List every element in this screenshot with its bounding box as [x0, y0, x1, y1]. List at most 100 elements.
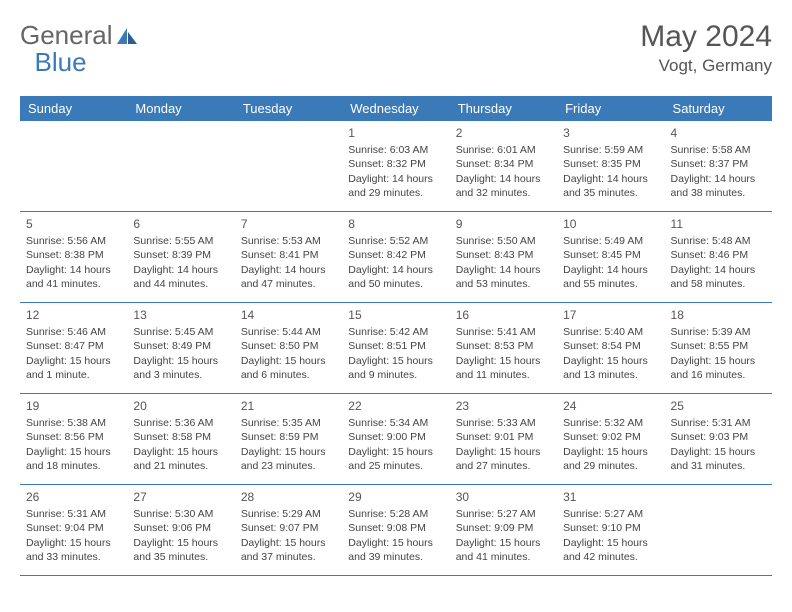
day-number: 7: [241, 216, 336, 232]
sunset-text: Sunset: 8:53 PM: [456, 339, 551, 353]
sunset-text: Sunset: 8:59 PM: [241, 430, 336, 444]
logo-sail-icon: [115, 26, 139, 46]
calendar-cell: 24Sunrise: 5:32 AMSunset: 9:02 PMDayligh…: [557, 394, 664, 485]
calendar-cell: 23Sunrise: 5:33 AMSunset: 9:01 PMDayligh…: [450, 394, 557, 485]
day-number: 21: [241, 398, 336, 414]
calendar-cell: 22Sunrise: 5:34 AMSunset: 9:00 PMDayligh…: [342, 394, 449, 485]
sunset-text: Sunset: 8:51 PM: [348, 339, 443, 353]
sunset-text: Sunset: 8:39 PM: [133, 248, 228, 262]
sunset-text: Sunset: 8:56 PM: [26, 430, 121, 444]
daylight-text: Daylight: 15 hours and 11 minutes.: [456, 354, 551, 382]
sunrise-text: Sunrise: 5:30 AM: [133, 507, 228, 521]
day-number: 26: [26, 489, 121, 505]
daylight-text: Daylight: 15 hours and 35 minutes.: [133, 536, 228, 564]
calendar-cell: 18Sunrise: 5:39 AMSunset: 8:55 PMDayligh…: [665, 303, 772, 394]
daylight-text: Daylight: 15 hours and 42 minutes.: [563, 536, 658, 564]
calendar-cell: 6 Sunrise: 5:55 AMSunset: 8:39 PMDaylight…: [127, 212, 234, 303]
day-number: 22: [348, 398, 443, 414]
calendar-cell: [127, 121, 234, 212]
sunrise-text: Sunrise: 5:59 AM: [563, 143, 658, 157]
calendar-cell: 15Sunrise: 5:42 AMSunset: 8:51 PMDayligh…: [342, 303, 449, 394]
sunrise-text: Sunrise: 5:31 AM: [26, 507, 121, 521]
day-number: 24: [563, 398, 658, 414]
calendar-cell: 13Sunrise: 5:45 AMSunset: 8:49 PMDayligh…: [127, 303, 234, 394]
day-number: 3: [563, 125, 658, 141]
sunrise-text: Sunrise: 5:33 AM: [456, 416, 551, 430]
daylight-text: Daylight: 14 hours and 55 minutes.: [563, 263, 658, 291]
calendar-cell: 1Sunrise: 6:03 AMSunset: 8:32 PMDaylight…: [342, 121, 449, 212]
calendar-week-row: 5Sunrise: 5:56 AMSunset: 8:38 PMDaylight…: [20, 212, 772, 303]
daylight-text: Daylight: 15 hours and 1 minute.: [26, 354, 121, 382]
day-number: 5: [26, 216, 121, 232]
sunset-text: Sunset: 9:03 PM: [671, 430, 766, 444]
sunrise-text: Sunrise: 5:52 AM: [348, 234, 443, 248]
day-number: 18: [671, 307, 766, 323]
day-number: 10: [563, 216, 658, 232]
sunrise-text: Sunrise: 6:03 AM: [348, 143, 443, 157]
day-number: 23: [456, 398, 551, 414]
day-header: Tuesday: [235, 96, 342, 121]
logo-text-blue: Blue: [35, 47, 87, 78]
title-block: May 2024 Vogt, Germany: [640, 20, 772, 76]
sunrise-text: Sunrise: 5:50 AM: [456, 234, 551, 248]
sunset-text: Sunset: 9:00 PM: [348, 430, 443, 444]
sunset-text: Sunset: 8:43 PM: [456, 248, 551, 262]
daylight-text: Daylight: 15 hours and 6 minutes.: [241, 354, 336, 382]
sunset-text: Sunset: 9:08 PM: [348, 521, 443, 535]
calendar-cell: 5Sunrise: 5:56 AMSunset: 8:38 PMDaylight…: [20, 212, 127, 303]
sunrise-text: Sunrise: 5:27 AM: [563, 507, 658, 521]
daylight-text: Daylight: 15 hours and 16 minutes.: [671, 354, 766, 382]
calendar-cell: 21 Sunrise: 5:35 AMSunset: 8:59 PMDayligh…: [235, 394, 342, 485]
sunrise-text: Sunrise: 5:58 AM: [671, 143, 766, 157]
sunrise-text: Sunrise: 5:45 AM: [133, 325, 228, 339]
daylight-text: Daylight: 15 hours and 37 minutes.: [241, 536, 336, 564]
calendar-cell: 30Sunrise: 5:27 AMSunset: 9:09 PMDayligh…: [450, 485, 557, 576]
sunset-text: Sunset: 8:37 PM: [671, 157, 766, 171]
calendar-cell: 19Sunrise: 5:38 AMSunset: 8:56 PMDayligh…: [20, 394, 127, 485]
day-number: 9: [456, 216, 551, 232]
day-number: 17: [563, 307, 658, 323]
daylight-text: Daylight: 15 hours and 27 minutes.: [456, 445, 551, 473]
daylight-text: Daylight: 14 hours and 41 minutes.: [26, 263, 121, 291]
daylight-text: Daylight: 15 hours and 41 minutes.: [456, 536, 551, 564]
day-header: Saturday: [665, 96, 772, 121]
sunrise-text: Sunrise: 5:48 AM: [671, 234, 766, 248]
daylight-text: Daylight: 14 hours and 44 minutes.: [133, 263, 228, 291]
sunrise-text: Sunrise: 5:41 AM: [456, 325, 551, 339]
sunset-text: Sunset: 9:07 PM: [241, 521, 336, 535]
day-header: Wednesday: [342, 96, 449, 121]
sunset-text: Sunset: 8:54 PM: [563, 339, 658, 353]
calendar-cell: 29Sunrise: 5:28 AMSunset: 9:08 PMDayligh…: [342, 485, 449, 576]
day-number: 20: [133, 398, 228, 414]
day-number: 2: [456, 125, 551, 141]
sunset-text: Sunset: 9:06 PM: [133, 521, 228, 535]
day-number: 4: [671, 125, 766, 141]
daylight-text: Daylight: 15 hours and 39 minutes.: [348, 536, 443, 564]
daylight-text: Daylight: 15 hours and 23 minutes.: [241, 445, 336, 473]
day-number: 12: [26, 307, 121, 323]
day-number: 6: [133, 216, 228, 232]
calendar-cell: 9Sunrise: 5:50 AMSunset: 8:43 PMDaylight…: [450, 212, 557, 303]
sunset-text: Sunset: 8:55 PM: [671, 339, 766, 353]
daylight-text: Daylight: 14 hours and 50 minutes.: [348, 263, 443, 291]
day-number: 16: [456, 307, 551, 323]
calendar-cell: [665, 485, 772, 576]
sunrise-text: Sunrise: 5:56 AM: [26, 234, 121, 248]
sunrise-text: Sunrise: 5:35 AM: [241, 416, 336, 430]
sunrise-text: Sunrise: 5:55 AM: [133, 234, 228, 248]
sunrise-text: Sunrise: 5:53 AM: [241, 234, 336, 248]
calendar-cell: 12Sunrise: 5:46 AMSunset: 8:47 PMDayligh…: [20, 303, 127, 394]
sunset-text: Sunset: 9:09 PM: [456, 521, 551, 535]
sunset-text: Sunset: 8:35 PM: [563, 157, 658, 171]
sunset-text: Sunset: 8:46 PM: [671, 248, 766, 262]
sunset-text: Sunset: 8:50 PM: [241, 339, 336, 353]
sunrise-text: Sunrise: 5:31 AM: [671, 416, 766, 430]
calendar-cell: [235, 121, 342, 212]
daylight-text: Daylight: 15 hours and 31 minutes.: [671, 445, 766, 473]
sunrise-text: Sunrise: 5:36 AM: [133, 416, 228, 430]
sunset-text: Sunset: 8:32 PM: [348, 157, 443, 171]
calendar-body: 1Sunrise: 6:03 AMSunset: 8:32 PMDaylight…: [20, 121, 772, 576]
calendar-cell: 3Sunrise: 5:59 AMSunset: 8:35 PMDaylight…: [557, 121, 664, 212]
sunset-text: Sunset: 9:10 PM: [563, 521, 658, 535]
calendar-week-row: 26Sunrise: 5:31 AMSunset: 9:04 PMDayligh…: [20, 485, 772, 576]
